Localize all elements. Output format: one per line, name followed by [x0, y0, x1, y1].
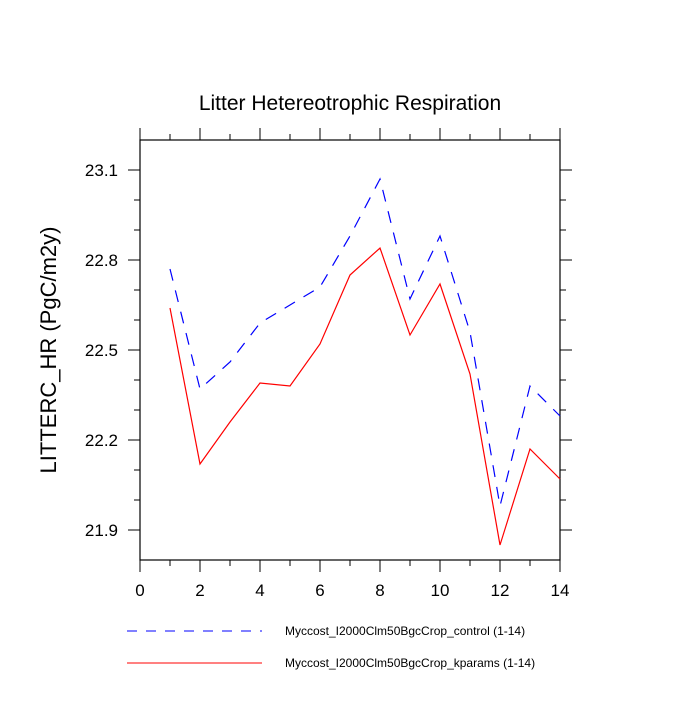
x-tick-label: 14	[551, 581, 570, 600]
legend-label-2: Myccost_I2000Clm50BgcCrop_kparams (1-14)	[285, 656, 535, 670]
y-tick-label: 21.9	[85, 521, 118, 540]
x-tick-label: 2	[195, 581, 204, 600]
x-tick-label: 4	[255, 581, 264, 600]
y-tick-label: 22.2	[85, 431, 118, 450]
y-axis-label: LITTERC_HR (PgC/m2y)	[36, 227, 61, 474]
series-line-1	[170, 179, 560, 506]
plot-frame	[140, 140, 560, 560]
chart-title: Litter Hetereotrophic Respiration	[199, 92, 501, 115]
x-tick-label: 8	[375, 581, 384, 600]
axis-ticks: 0 2 4 6 8 10 12 14 21.9 22.2 22.5 22.8 23.1	[85, 128, 572, 600]
x-tick-label: 12	[491, 581, 510, 600]
legend-label-1: Myccost_I2000Clm50BgcCrop_control (1-14)	[285, 624, 525, 638]
y-tick-label: 22.8	[85, 251, 118, 270]
y-tick-label: 22.5	[85, 341, 118, 360]
series-lines	[170, 179, 560, 545]
x-tick-label: 6	[315, 581, 324, 600]
x-tick-label: 10	[431, 581, 450, 600]
legend: Myccost_I2000Clm50BgcCrop_control (1-14)…	[127, 624, 535, 670]
x-tick-label: 0	[135, 581, 144, 600]
y-tick-label: 23.1	[85, 161, 118, 180]
